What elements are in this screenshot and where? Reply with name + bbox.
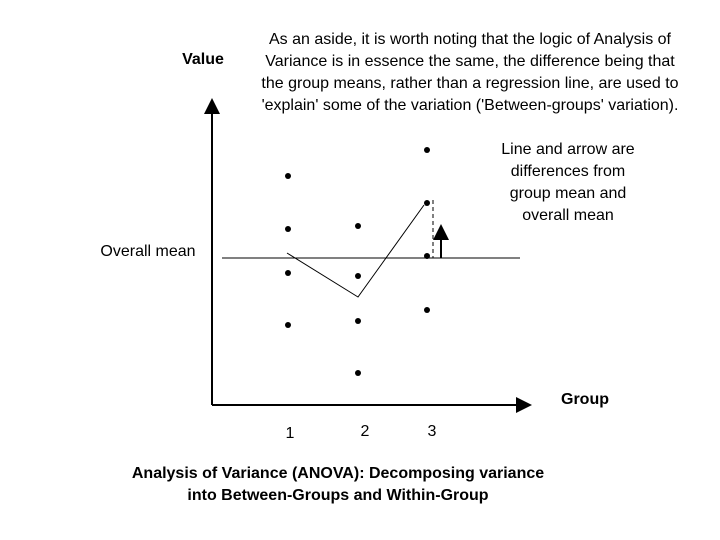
group-label: 2 — [361, 423, 370, 440]
aside-line: As an aside, it is worth noting that the… — [269, 31, 672, 48]
x-axis-label: Group — [561, 391, 609, 408]
note-line: overall mean — [522, 207, 614, 224]
data-points — [285, 147, 430, 376]
group-label: 1 — [286, 425, 295, 442]
note-line: group mean and — [510, 185, 627, 202]
note-line: differences from — [511, 163, 625, 180]
aside-line: 'explain' some of the variation ('Betwee… — [262, 97, 679, 114]
group-mean-line — [286, 204, 425, 298]
aside-line: the group means, rather than a regressio… — [261, 75, 678, 92]
y-axis-label: Value — [182, 51, 224, 68]
overall-mean-label: Overall mean — [100, 243, 195, 260]
caption-line: Analysis of Variance (ANOVA): Decomposin… — [132, 465, 544, 482]
group-label: 3 — [428, 423, 437, 440]
note-line: Line and arrow are — [501, 141, 635, 158]
caption-line: into Between-Groups and Within-Group — [187, 487, 488, 504]
aside-line: Variance is in essence the same, the dif… — [265, 53, 675, 70]
